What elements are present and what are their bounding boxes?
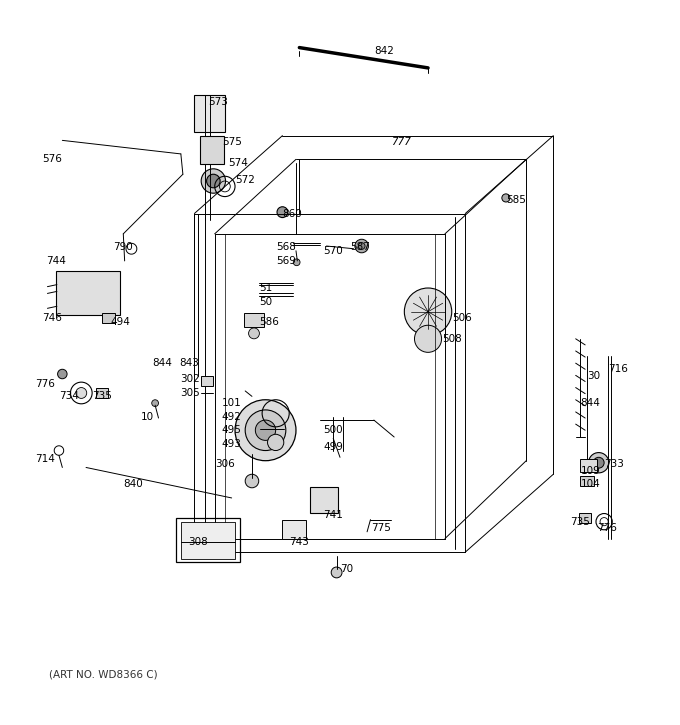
Bar bbox=[309, 487, 338, 513]
Text: 10: 10 bbox=[141, 412, 154, 422]
Text: 735: 735 bbox=[571, 517, 590, 526]
Bar bbox=[56, 271, 120, 315]
Text: 844: 844 bbox=[152, 357, 173, 368]
Text: 574: 574 bbox=[228, 158, 248, 167]
Circle shape bbox=[245, 410, 286, 450]
Text: 587: 587 bbox=[350, 242, 370, 252]
Text: 508: 508 bbox=[442, 334, 462, 344]
Text: 308: 308 bbox=[188, 537, 207, 547]
Bar bbox=[96, 388, 108, 399]
Text: 776: 776 bbox=[35, 379, 55, 389]
Text: 776: 776 bbox=[598, 523, 617, 534]
Text: 777: 777 bbox=[391, 138, 411, 147]
Bar bbox=[244, 313, 264, 326]
Bar bbox=[181, 522, 235, 559]
Text: 842: 842 bbox=[374, 46, 394, 56]
Text: 790: 790 bbox=[114, 242, 133, 252]
Text: 586: 586 bbox=[259, 317, 279, 327]
Circle shape bbox=[256, 420, 275, 440]
Circle shape bbox=[502, 194, 510, 202]
Circle shape bbox=[589, 452, 609, 473]
Circle shape bbox=[355, 239, 369, 253]
Text: 302: 302 bbox=[180, 374, 199, 384]
Text: 735: 735 bbox=[92, 392, 112, 402]
Text: 499: 499 bbox=[323, 442, 343, 452]
Circle shape bbox=[277, 207, 288, 217]
Bar bbox=[581, 476, 594, 486]
Bar bbox=[282, 520, 306, 539]
Text: 716: 716 bbox=[608, 364, 628, 374]
Text: 493: 493 bbox=[222, 439, 241, 449]
Bar bbox=[176, 518, 241, 563]
Text: 104: 104 bbox=[581, 479, 600, 489]
Text: 844: 844 bbox=[581, 398, 600, 408]
Text: 506: 506 bbox=[452, 313, 472, 323]
Text: 743: 743 bbox=[290, 537, 309, 547]
Text: (ART NO. WD8366 C): (ART NO. WD8366 C) bbox=[49, 669, 157, 679]
Text: 492: 492 bbox=[222, 412, 241, 422]
Text: 744: 744 bbox=[46, 256, 65, 266]
Text: 569: 569 bbox=[276, 256, 296, 266]
Text: 306: 306 bbox=[215, 459, 235, 469]
Bar bbox=[579, 513, 591, 523]
Text: 860: 860 bbox=[283, 209, 303, 218]
Text: 575: 575 bbox=[222, 138, 241, 147]
Bar bbox=[201, 376, 214, 386]
Text: 585: 585 bbox=[506, 195, 526, 205]
Circle shape bbox=[76, 388, 87, 399]
Text: 741: 741 bbox=[323, 510, 343, 520]
Text: 500: 500 bbox=[324, 426, 343, 435]
Circle shape bbox=[593, 457, 604, 468]
Circle shape bbox=[245, 474, 258, 488]
Text: 572: 572 bbox=[235, 175, 255, 185]
Text: 494: 494 bbox=[110, 317, 130, 327]
Text: 734: 734 bbox=[59, 392, 79, 402]
Text: 495: 495 bbox=[222, 426, 241, 435]
Text: 733: 733 bbox=[605, 459, 624, 469]
Bar bbox=[581, 459, 597, 472]
Text: 570: 570 bbox=[324, 246, 343, 256]
Text: 30: 30 bbox=[588, 371, 600, 381]
Bar bbox=[101, 313, 115, 323]
Text: 840: 840 bbox=[124, 479, 143, 489]
Text: 843: 843 bbox=[180, 357, 200, 368]
Circle shape bbox=[235, 399, 296, 460]
Circle shape bbox=[152, 399, 158, 407]
Circle shape bbox=[249, 328, 259, 339]
Text: 576: 576 bbox=[42, 154, 62, 165]
Bar bbox=[200, 136, 224, 164]
Circle shape bbox=[267, 434, 284, 450]
Text: 70: 70 bbox=[340, 564, 354, 574]
Circle shape bbox=[415, 326, 441, 352]
Circle shape bbox=[207, 174, 220, 188]
Text: 746: 746 bbox=[42, 313, 62, 323]
Circle shape bbox=[201, 169, 226, 193]
Circle shape bbox=[293, 259, 300, 265]
Text: 573: 573 bbox=[208, 96, 228, 107]
Text: 51: 51 bbox=[259, 283, 272, 293]
Text: 50: 50 bbox=[259, 297, 272, 307]
Circle shape bbox=[358, 243, 365, 249]
Circle shape bbox=[58, 369, 67, 378]
Text: 305: 305 bbox=[180, 388, 199, 398]
Text: 109: 109 bbox=[581, 466, 600, 476]
Text: 775: 775 bbox=[371, 523, 390, 534]
Circle shape bbox=[405, 288, 452, 336]
Circle shape bbox=[331, 567, 342, 578]
Text: 714: 714 bbox=[35, 454, 55, 464]
Bar bbox=[194, 95, 225, 132]
Text: 101: 101 bbox=[222, 398, 241, 408]
Text: 568: 568 bbox=[276, 242, 296, 252]
